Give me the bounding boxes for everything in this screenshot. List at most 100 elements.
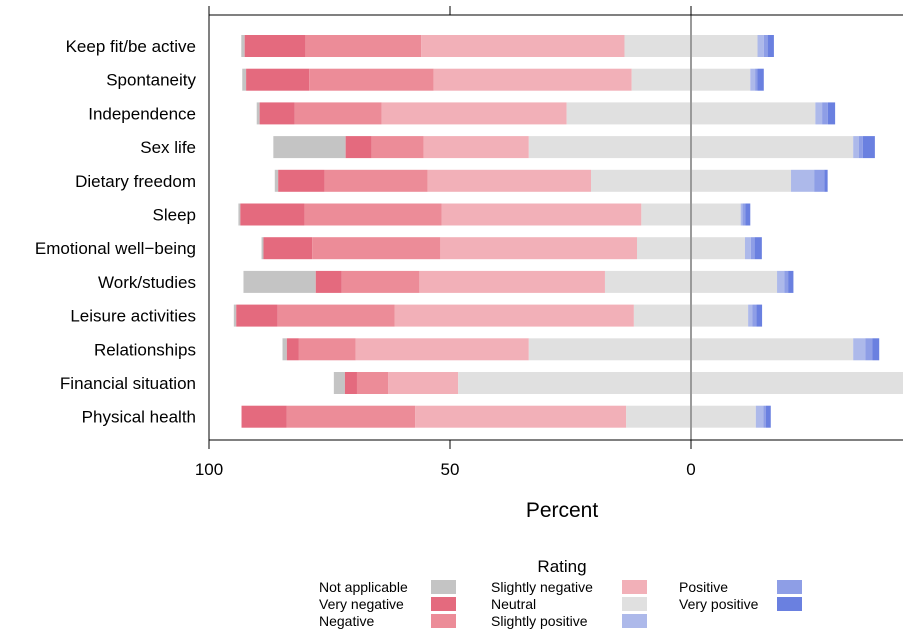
bar-segment-positive [742,203,746,226]
bar-segment-slightly-positive [777,270,785,293]
category-label: Emotional well−being [35,239,196,258]
bar-segment-not-applicable [241,35,245,57]
legend-label: Very negative [319,596,404,612]
bar-segment-negative [294,102,382,125]
bars-layer [233,35,903,428]
bar-segment-very-positive [788,270,794,293]
bar-segment-slightly-positive [791,169,815,192]
bar-segment-slightly-negative [388,372,459,394]
bar-segment-very-negative [263,237,313,260]
x-axis-title: Percent [526,499,599,522]
category-labels: Keep fit/be active Spontaneity Independenc… [35,37,197,427]
x-tick-label: 100 [195,460,223,479]
bar-segment-very-negative [286,338,299,361]
category-label: Sex life [140,138,196,157]
x-tick-label: 0 [686,460,695,479]
bar-segment-slightly-negative [381,102,567,125]
bar-segment-slightly-positive [744,237,751,260]
category-label: Spontaneity [106,71,196,90]
bar-segment-very-positive [756,304,763,327]
bar-segment-very-positive [765,405,771,428]
category-label: Financial situation [60,374,196,393]
legend-label: Negative [319,613,374,629]
legend-swatch [777,597,802,611]
bar-segment-very-positive [754,237,762,260]
bar-segment-slightly-negative [419,270,605,293]
bar-segment-not-applicable [243,270,316,293]
bar-segment-very-positive [872,338,880,361]
legend-label: Positive [679,579,728,595]
bar-segment-slightly-negative [394,304,634,327]
bar-segment-very-negative [236,304,278,327]
bar-segment-slightly-negative [441,203,642,226]
bar-segment-slightly-negative [423,136,529,159]
bar-segment-very-negative [244,35,306,57]
legend-label: Not applicable [319,579,408,595]
category-label: Independence [88,104,196,123]
bar-segment-positive [763,405,766,428]
legend-label: Slightly positive [491,613,588,629]
legend-label: Neutral [491,596,536,612]
bar-segment-negative [304,203,442,226]
bar-segment-positive [763,35,768,57]
legend-swatch [431,580,456,594]
bar-segment-negative [305,35,422,57]
bar-segment-slightly-positive [755,405,764,428]
bar-segment-not-applicable [333,372,345,394]
bar-segment-positive [814,169,825,192]
bar-segment-positive [755,68,758,91]
bar-segment-positive [750,237,755,260]
bar-segment-negative [298,338,356,361]
bar-segment-slightly-positive [815,102,823,125]
bar-segment-very-positive [824,169,828,192]
bar-segment-very-positive [827,102,836,125]
bar-segment-positive [865,338,873,361]
bar-segment-not-applicable [273,136,346,159]
bar-segment-not-applicable [238,203,241,226]
bar-segment-negative [312,237,441,260]
bar-segment-not-applicable [274,169,279,192]
bar-segment-slightly-positive [853,136,859,159]
bar-segment-negative [324,169,428,192]
bar-segment-negative [277,304,395,327]
bar-segment-positive [784,270,789,293]
bar-segment-negative [286,405,416,428]
bar-segment-very-negative [246,68,310,91]
bar-segment-negative [341,270,420,293]
bar-segment-negative [309,68,434,91]
category-label: Keep fit/be active [66,37,196,56]
bar-segment-very-negative [315,270,342,293]
legend-label: Very positive [679,596,759,612]
legend-swatch [777,580,802,594]
category-label: Work/studies [98,273,196,292]
bar-segment-positive [752,304,757,327]
bar-segment-slightly-negative [421,35,625,57]
legend-title: Rating [537,557,586,576]
bar-segment-not-applicable [282,338,287,361]
bar-segment-not-applicable [256,102,260,125]
category-label: Physical health [82,408,196,427]
bar-segment-not-applicable [242,68,247,91]
bar-segment-not-applicable [261,237,264,260]
bar-segment-negative [356,372,389,394]
legend-swatch [622,614,647,628]
bar-segment-very-negative [344,372,357,394]
bar-segment-very-negative [240,203,305,226]
category-label: Dietary freedom [75,172,196,191]
bar-segment-very-negative [345,136,372,159]
bar-segment-very-positive [745,203,751,226]
bar-segment-slightly-negative [415,405,627,428]
category-label: Sleep [153,206,196,225]
bar-segment-slightly-positive [853,338,866,361]
x-tick-label: 50 [441,460,460,479]
category-label: Relationships [94,340,196,359]
bar-segment-slightly-negative [427,169,591,192]
bar-segment-slightly-negative [440,237,638,260]
legend-swatch [622,597,647,611]
x-axis-ticks: 100 50 0 [195,6,696,479]
bar-segment-slightly-positive [740,203,743,226]
category-label: Leisure activities [70,307,196,326]
bar-segment-very-negative [241,405,287,428]
bar-segment-negative [371,136,424,159]
